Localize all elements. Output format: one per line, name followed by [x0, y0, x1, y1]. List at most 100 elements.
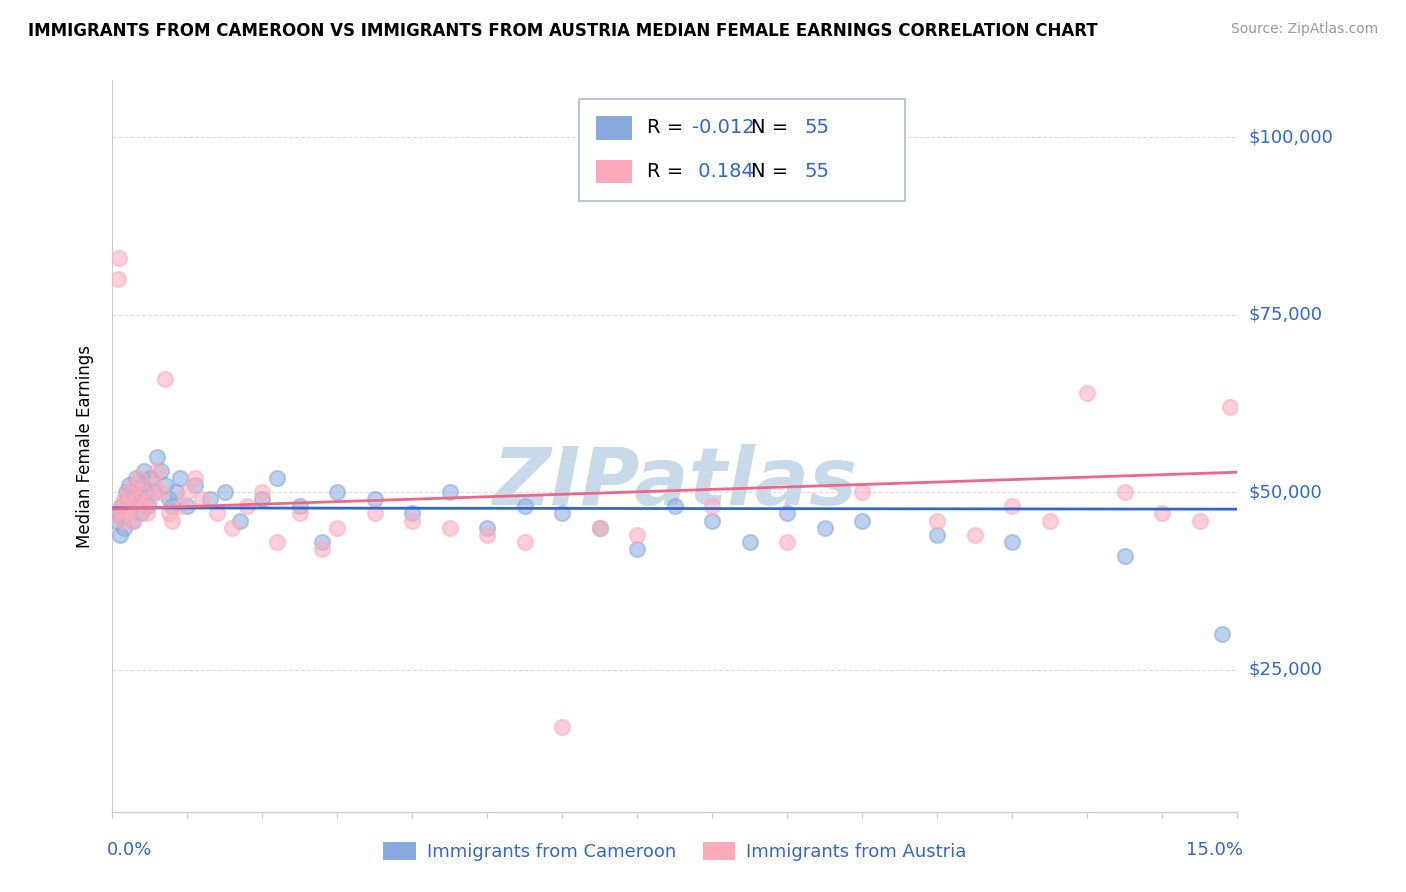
Point [1152, 507, 1174, 521]
Point [132, 500, 155, 514]
Text: 55: 55 [804, 162, 830, 181]
Point [128, 492, 150, 507]
Point [326, 521, 349, 535]
Point [927, 514, 949, 528]
Point [963, 528, 986, 542]
Point [702, 500, 724, 514]
Text: N =: N = [751, 162, 794, 181]
Point [198, 492, 221, 507]
Point [105, 514, 128, 528]
Point [110, 500, 132, 514]
Point [169, 471, 191, 485]
Point [135, 485, 157, 500]
Point [139, 471, 162, 485]
Point [311, 534, 333, 549]
Point [1001, 500, 1024, 514]
Point [128, 471, 150, 485]
Text: N =: N = [751, 119, 794, 137]
Y-axis label: Median Female Earnings: Median Female Earnings [76, 344, 94, 548]
Legend: Immigrants from Cameroon, Immigrants from Austria: Immigrants from Cameroon, Immigrants fro… [375, 835, 974, 869]
Text: $50,000: $50,000 [1249, 483, 1322, 501]
Point [142, 485, 165, 500]
Point [115, 507, 138, 521]
Point [288, 507, 311, 521]
FancyBboxPatch shape [596, 116, 633, 139]
Point [851, 514, 873, 528]
Text: 0.0%: 0.0% [107, 841, 152, 859]
Point [107, 507, 129, 521]
Point [851, 485, 873, 500]
Point [702, 514, 724, 528]
Point [122, 514, 145, 528]
Text: $75,000: $75,000 [1249, 306, 1323, 324]
FancyBboxPatch shape [596, 160, 633, 184]
Point [169, 500, 191, 514]
Point [266, 534, 288, 549]
Point [153, 371, 176, 385]
Text: IMMIGRANTS FROM CAMEROON VS IMMIGRANTS FROM AUSTRIA MEDIAN FEMALE EARNINGS CORRE: IMMIGRANTS FROM CAMEROON VS IMMIGRANTS F… [28, 22, 1098, 40]
Point [1114, 485, 1136, 500]
Point [146, 450, 169, 464]
Point [191, 492, 214, 507]
Point [157, 492, 180, 507]
Point [214, 485, 236, 500]
Point [326, 485, 349, 500]
Point [477, 521, 499, 535]
Point [117, 492, 139, 507]
Text: $100,000: $100,000 [1249, 128, 1333, 146]
Point [176, 485, 198, 500]
Point [266, 471, 288, 485]
Point [121, 514, 143, 528]
Point [131, 478, 153, 492]
Text: 0.184: 0.184 [692, 162, 754, 181]
Point [364, 492, 387, 507]
Point [551, 719, 574, 733]
Point [117, 485, 139, 500]
Point [401, 507, 423, 521]
Point [108, 528, 131, 542]
Point [162, 500, 184, 514]
Point [176, 500, 198, 514]
Point [252, 492, 274, 507]
Point [139, 492, 162, 507]
Point [114, 492, 136, 507]
Point [1219, 400, 1241, 414]
Point [131, 485, 153, 500]
Point [927, 528, 949, 542]
Point [439, 485, 461, 500]
Point [589, 521, 612, 535]
Point [129, 507, 152, 521]
Text: R =: R = [647, 119, 689, 137]
Point [589, 521, 612, 535]
Point [184, 471, 207, 485]
Point [118, 478, 141, 492]
Point [776, 507, 799, 521]
Point [162, 514, 184, 528]
Point [229, 514, 252, 528]
Point [1211, 627, 1233, 641]
Text: R =: R = [647, 162, 689, 181]
Point [311, 541, 333, 556]
Point [150, 485, 173, 500]
Point [120, 500, 142, 514]
Point [626, 541, 648, 556]
Point [124, 478, 146, 492]
Point [184, 478, 207, 492]
FancyBboxPatch shape [579, 99, 905, 201]
Point [150, 464, 173, 478]
Point [138, 500, 160, 514]
Point [127, 492, 149, 507]
Point [146, 464, 169, 478]
Point [157, 507, 180, 521]
Point [165, 485, 187, 500]
Point [132, 464, 155, 478]
Text: ZIPatlas: ZIPatlas [492, 443, 858, 522]
Point [513, 500, 536, 514]
Point [1076, 385, 1098, 400]
Point [110, 500, 132, 514]
Point [626, 528, 648, 542]
Point [814, 521, 837, 535]
Text: -0.012: -0.012 [692, 119, 755, 137]
Point [439, 521, 461, 535]
Point [111, 514, 134, 528]
